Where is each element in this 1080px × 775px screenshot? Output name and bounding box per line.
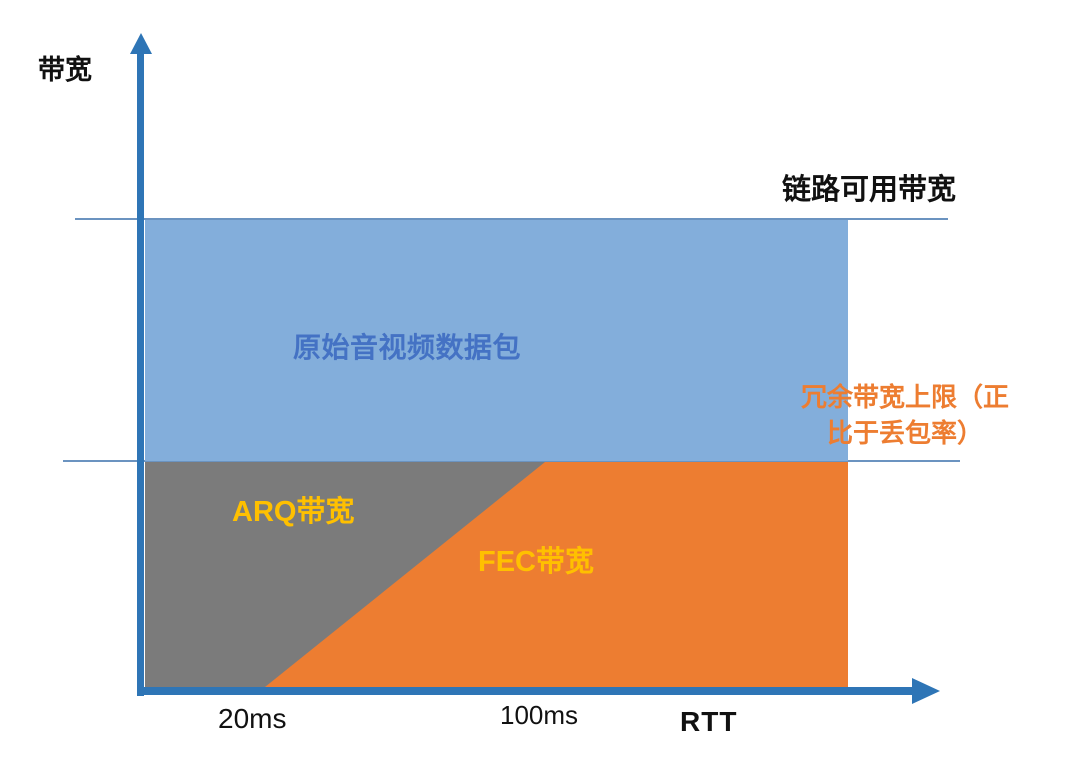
x-axis bbox=[138, 687, 914, 695]
original-av-region bbox=[145, 220, 848, 461]
y-axis-label: 带宽 bbox=[38, 55, 92, 85]
y-axis-arrowhead-icon bbox=[130, 33, 152, 54]
fec-region bbox=[145, 462, 848, 687]
arq-label: ARQ带宽 bbox=[232, 496, 355, 528]
link-capacity-line bbox=[75, 218, 948, 220]
x-tick-20ms: 20ms bbox=[218, 703, 287, 734]
x-axis-label: RTT bbox=[680, 706, 738, 737]
original-av-label: 原始音视频数据包 bbox=[293, 332, 522, 363]
redundancy-cap-label: 冗余带宽上限（正比于丢包率） bbox=[800, 382, 1009, 448]
y-axis bbox=[137, 52, 144, 696]
redundancy-cap-line bbox=[63, 460, 960, 462]
link-capacity-label: 链路可用带宽 bbox=[782, 174, 957, 206]
x-tick-100ms: 100ms bbox=[500, 700, 579, 730]
x-axis-arrowhead-icon bbox=[912, 678, 940, 704]
fec-label: FEC带宽 bbox=[478, 546, 595, 578]
